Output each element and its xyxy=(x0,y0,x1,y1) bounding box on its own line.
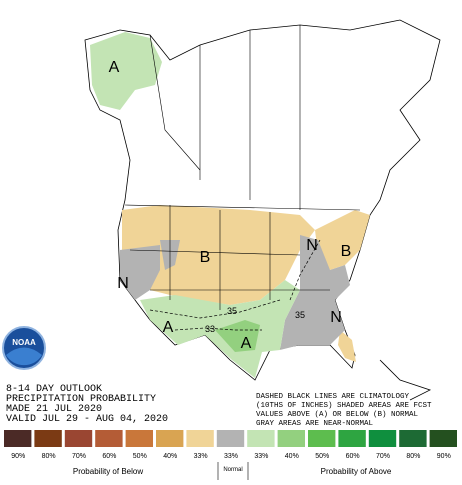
legend-label: 70% xyxy=(72,453,86,460)
region-label: A xyxy=(163,319,174,336)
legend-swatch xyxy=(125,430,153,447)
contour-label: 35 xyxy=(227,306,237,316)
legend-label: 40% xyxy=(163,453,177,460)
legend-caption: Probability of Below xyxy=(73,467,143,476)
note-line: GRAY AREAS ARE NEAR-NORMAL xyxy=(256,420,374,428)
legend-label: 90% xyxy=(437,453,451,460)
legend-label: 33% xyxy=(194,453,208,460)
legend-swatch xyxy=(34,430,62,447)
logo-text: NOAA xyxy=(12,338,36,347)
info-line: MADE 21 JUL 2020 xyxy=(6,404,102,415)
legend-label: 50% xyxy=(133,453,147,460)
region-label: N xyxy=(306,237,318,254)
region-label: A xyxy=(241,335,252,352)
legend-caption: Normal xyxy=(223,467,242,473)
legend-swatch xyxy=(4,430,32,447)
region-label: N xyxy=(117,275,129,292)
note-line: VALUES ABOVE (A) OR BELOW (B) NORMAL xyxy=(256,411,419,419)
climatology xyxy=(149,239,321,331)
legend-caption: Probability of Above xyxy=(321,467,392,476)
legend-swatch xyxy=(186,430,214,447)
notes-text: DASHED BLACK LINES ARE CLIMATOLOGY (10TH… xyxy=(256,393,432,428)
legend-swatch xyxy=(399,430,427,447)
legend-swatch xyxy=(64,430,93,447)
legend-label: 33% xyxy=(224,453,238,460)
legend-swatch xyxy=(95,430,123,447)
legend-swatch xyxy=(247,430,275,447)
legend-label: 50% xyxy=(315,453,329,460)
legend-label: 70% xyxy=(376,453,390,460)
legend: 90% 80% 70% 60% 50% 40% 33% 33% 33% 40% 50% 60% 70% 8… xyxy=(4,430,457,460)
legend-swatch xyxy=(368,430,397,447)
legend-swatch xyxy=(429,430,457,447)
region-label: B xyxy=(200,249,211,266)
legend-label: 80% xyxy=(406,453,420,460)
legend-label: 40% xyxy=(285,453,299,460)
legend-swatch xyxy=(338,430,366,447)
info-line: VALID JUL 29 - AUG 04, 2020 xyxy=(6,414,168,425)
note-line: DASHED BLACK LINES ARE CLIMATOLOGY xyxy=(256,393,410,401)
borders xyxy=(124,25,361,310)
legend-label: 60% xyxy=(346,453,360,460)
legend-swatch xyxy=(216,430,245,447)
info-line: 8-14 DAY OUTLOOK xyxy=(6,384,102,395)
legend-swatch xyxy=(277,430,305,447)
map-labels: A B N A A N B N 35 33 35 xyxy=(109,59,352,352)
info-text: 8-14 DAY OUTLOOK PRECIPITATION PROBABILI… xyxy=(6,384,168,425)
contour-label: 33 xyxy=(205,324,215,334)
legend-label: 33% xyxy=(254,453,268,460)
legend-swatch xyxy=(308,430,336,447)
legend-label: 60% xyxy=(102,453,116,460)
region-label: A xyxy=(109,59,120,76)
legend-swatch xyxy=(156,430,184,447)
contour-label: 35 xyxy=(295,310,305,320)
noaa-logo: NOAA xyxy=(2,326,46,370)
legend-label: 90% xyxy=(11,453,25,460)
note-line: (10THS OF INCHES) SHADED AREAS ARE FCST xyxy=(256,402,432,410)
info-line: PRECIPITATION PROBABILITY xyxy=(6,394,156,405)
legend-label: 80% xyxy=(42,453,56,460)
region-label: N xyxy=(330,309,342,326)
region-label: B xyxy=(341,243,352,260)
